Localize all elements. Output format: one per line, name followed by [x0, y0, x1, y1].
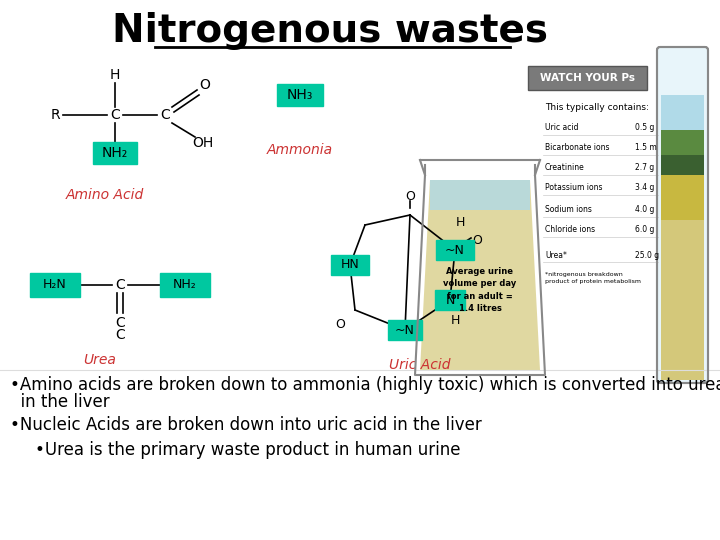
- Text: Uric acid: Uric acid: [545, 124, 578, 132]
- FancyBboxPatch shape: [277, 84, 323, 106]
- Text: Sodium ions: Sodium ions: [545, 206, 592, 214]
- Polygon shape: [420, 180, 540, 370]
- Text: in the liver: in the liver: [10, 393, 109, 411]
- Text: O: O: [472, 233, 482, 246]
- Text: C: C: [160, 108, 170, 122]
- FancyBboxPatch shape: [388, 320, 422, 340]
- Text: C: C: [110, 108, 120, 122]
- Text: ~N: ~N: [445, 244, 465, 256]
- FancyBboxPatch shape: [528, 66, 647, 90]
- Text: C: C: [115, 278, 125, 292]
- Text: Amino Acid: Amino Acid: [66, 188, 144, 202]
- Text: R: R: [50, 108, 60, 122]
- Text: HN: HN: [341, 259, 359, 272]
- Text: *nitrogenous breakdown
product of protein metabolism: *nitrogenous breakdown product of protei…: [545, 272, 641, 284]
- Text: C: C: [115, 328, 125, 342]
- Text: Creatinine: Creatinine: [545, 164, 585, 172]
- Text: 1.5 m: 1.5 m: [635, 144, 657, 152]
- Text: Urea: Urea: [84, 353, 117, 367]
- Text: Potassium ions: Potassium ions: [545, 184, 603, 192]
- FancyBboxPatch shape: [30, 273, 80, 297]
- Text: WATCH YOUR Ps: WATCH YOUR Ps: [539, 73, 634, 83]
- FancyBboxPatch shape: [93, 142, 137, 164]
- Text: 6.0 g: 6.0 g: [635, 226, 654, 234]
- FancyBboxPatch shape: [435, 290, 465, 310]
- Text: 4.0 g: 4.0 g: [635, 206, 654, 214]
- Text: OH: OH: [192, 136, 214, 150]
- Polygon shape: [661, 175, 704, 220]
- Text: Urea*: Urea*: [545, 251, 567, 260]
- Text: O: O: [405, 191, 415, 204]
- Polygon shape: [661, 130, 704, 155]
- Text: O: O: [199, 78, 210, 92]
- Text: NH₂: NH₂: [102, 146, 128, 160]
- FancyBboxPatch shape: [160, 273, 210, 297]
- Text: N: N: [445, 294, 455, 307]
- Text: C: C: [115, 316, 125, 330]
- Text: 0.5 g: 0.5 g: [635, 124, 654, 132]
- Text: H₂N: H₂N: [43, 279, 67, 292]
- Text: NH₂: NH₂: [173, 279, 197, 292]
- Text: NH₃: NH₃: [287, 88, 313, 102]
- Polygon shape: [661, 220, 704, 380]
- Text: 25.0 g: 25.0 g: [635, 251, 659, 260]
- Text: Chloride ions: Chloride ions: [545, 226, 595, 234]
- Text: ~N: ~N: [395, 323, 415, 336]
- Polygon shape: [661, 95, 704, 130]
- FancyBboxPatch shape: [436, 240, 474, 260]
- Text: •Urea is the primary waste product in human urine: •Urea is the primary waste product in hu…: [35, 441, 461, 459]
- Text: Uric Acid: Uric Acid: [390, 358, 451, 372]
- Text: Nitrogenous wastes: Nitrogenous wastes: [112, 12, 548, 50]
- Text: H: H: [455, 215, 464, 228]
- Text: 2.7 g: 2.7 g: [635, 164, 654, 172]
- Text: H: H: [110, 68, 120, 82]
- Text: •Nucleic Acids are broken down into uric acid in the liver: •Nucleic Acids are broken down into uric…: [10, 416, 482, 434]
- FancyBboxPatch shape: [331, 255, 369, 275]
- Text: 3.4 g: 3.4 g: [635, 184, 654, 192]
- Text: Bicarbonate ions: Bicarbonate ions: [545, 144, 610, 152]
- Text: H: H: [450, 314, 459, 327]
- Text: This typically contains:: This typically contains:: [545, 104, 649, 112]
- Text: Ammonia: Ammonia: [267, 143, 333, 157]
- Polygon shape: [430, 180, 530, 210]
- FancyBboxPatch shape: [657, 47, 708, 383]
- Polygon shape: [661, 155, 704, 175]
- Text: Average urine
volume per day
for an adult =
1.4 litres: Average urine volume per day for an adul…: [444, 267, 517, 313]
- Text: •Amino acids are broken down to ammonia (highly toxic) which is converted into u: •Amino acids are broken down to ammonia …: [10, 376, 720, 394]
- Text: O: O: [335, 319, 345, 332]
